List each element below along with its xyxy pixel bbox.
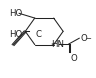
Text: HO: HO [9,9,22,18]
Text: C: C [35,29,41,39]
Text: O: O [70,54,77,63]
Text: O: O [81,34,87,43]
Text: −: − [85,36,91,42]
Text: HN: HN [51,40,64,49]
Text: HO: HO [9,29,22,39]
